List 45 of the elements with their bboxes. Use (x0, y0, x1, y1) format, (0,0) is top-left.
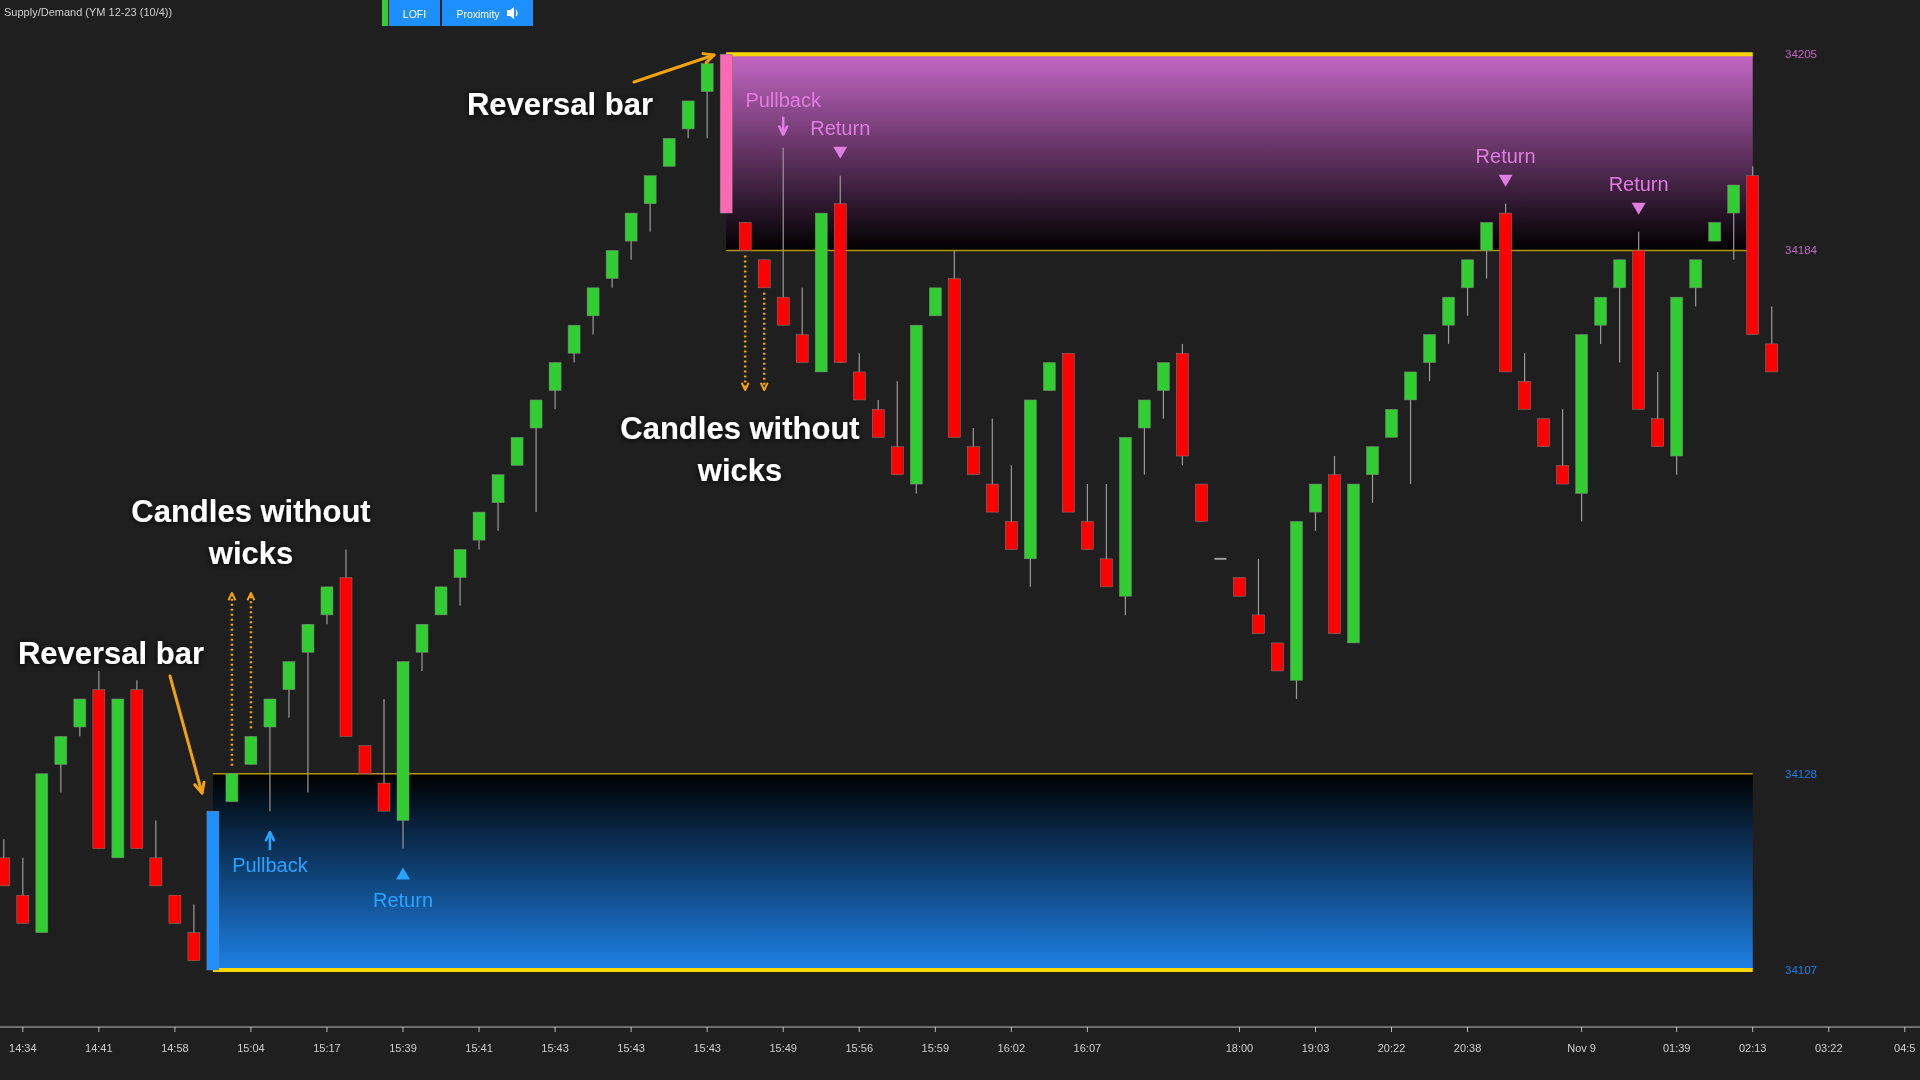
candlestick (1708, 221, 1721, 242)
annotation: Candles without wicks (131, 493, 371, 571)
x-tick-label: 15:56 (845, 1042, 874, 1054)
x-tick-label: 16:02 (997, 1042, 1026, 1054)
x-tick-label: 15:49 (769, 1042, 797, 1054)
x-tick-label: 15:43 (617, 1042, 645, 1054)
x-tick-label: 15:39 (389, 1042, 417, 1054)
y-tick-label: 34128 (1785, 767, 1817, 780)
x-tick-label: 03:22 (1814, 1042, 1843, 1054)
x-tick-label: 15:04 (237, 1042, 265, 1054)
y-tick-label: 34205 (1785, 48, 1817, 61)
x-tick-label: 19:03 (1301, 1042, 1330, 1054)
x-tick-label: 18:00 (1225, 1042, 1254, 1054)
annotation: Proximity (456, 8, 501, 20)
y-tick-label: 34107 (1785, 964, 1817, 976)
annotation: Pullback (745, 88, 822, 111)
text: Supply/Demand (YM 12-23 (10/4)) (4, 6, 173, 18)
annotation: Return (810, 116, 871, 139)
x-tick-label: 20:22 (1377, 1042, 1406, 1054)
annotation: LOFI (402, 8, 427, 20)
x-tick-label: Nov 9 (1567, 1042, 1596, 1054)
x-tick-label: 04:5 (1894, 1042, 1916, 1054)
x-tick-label: 15:41 (465, 1042, 493, 1054)
candlestick (1233, 576, 1246, 597)
x-tick-label: 15:43 (693, 1042, 721, 1054)
x-tick-label: 15:43 (541, 1042, 569, 1054)
annotation: Return (1475, 144, 1536, 167)
x-tick-label: 16:07 (1073, 1042, 1102, 1054)
annotation: Reversal bar (17, 635, 205, 671)
x-tick-label: 20:38 (1453, 1042, 1482, 1054)
x-tick-label: 14:41 (85, 1042, 113, 1054)
x-tick-label: 02:13 (1738, 1042, 1767, 1054)
candlestick (1556, 408, 1569, 485)
annotation: Return (1608, 172, 1669, 195)
annotation: Reversal bar (466, 86, 654, 122)
x-tick-label: 01:39 (1662, 1042, 1691, 1054)
x-tick-label: 14:34 (9, 1042, 37, 1054)
annotation: Candles without wicks (620, 410, 860, 488)
y-tick-label: 34184 (1785, 244, 1818, 257)
x-tick-label: 15:17 (313, 1042, 341, 1054)
annotation: Pullback (232, 854, 309, 877)
annotation: Return (372, 888, 434, 911)
candlestick (1252, 558, 1265, 635)
x-tick-label: 15:59 (921, 1042, 950, 1054)
x-tick-label: 14:58 (161, 1042, 189, 1054)
